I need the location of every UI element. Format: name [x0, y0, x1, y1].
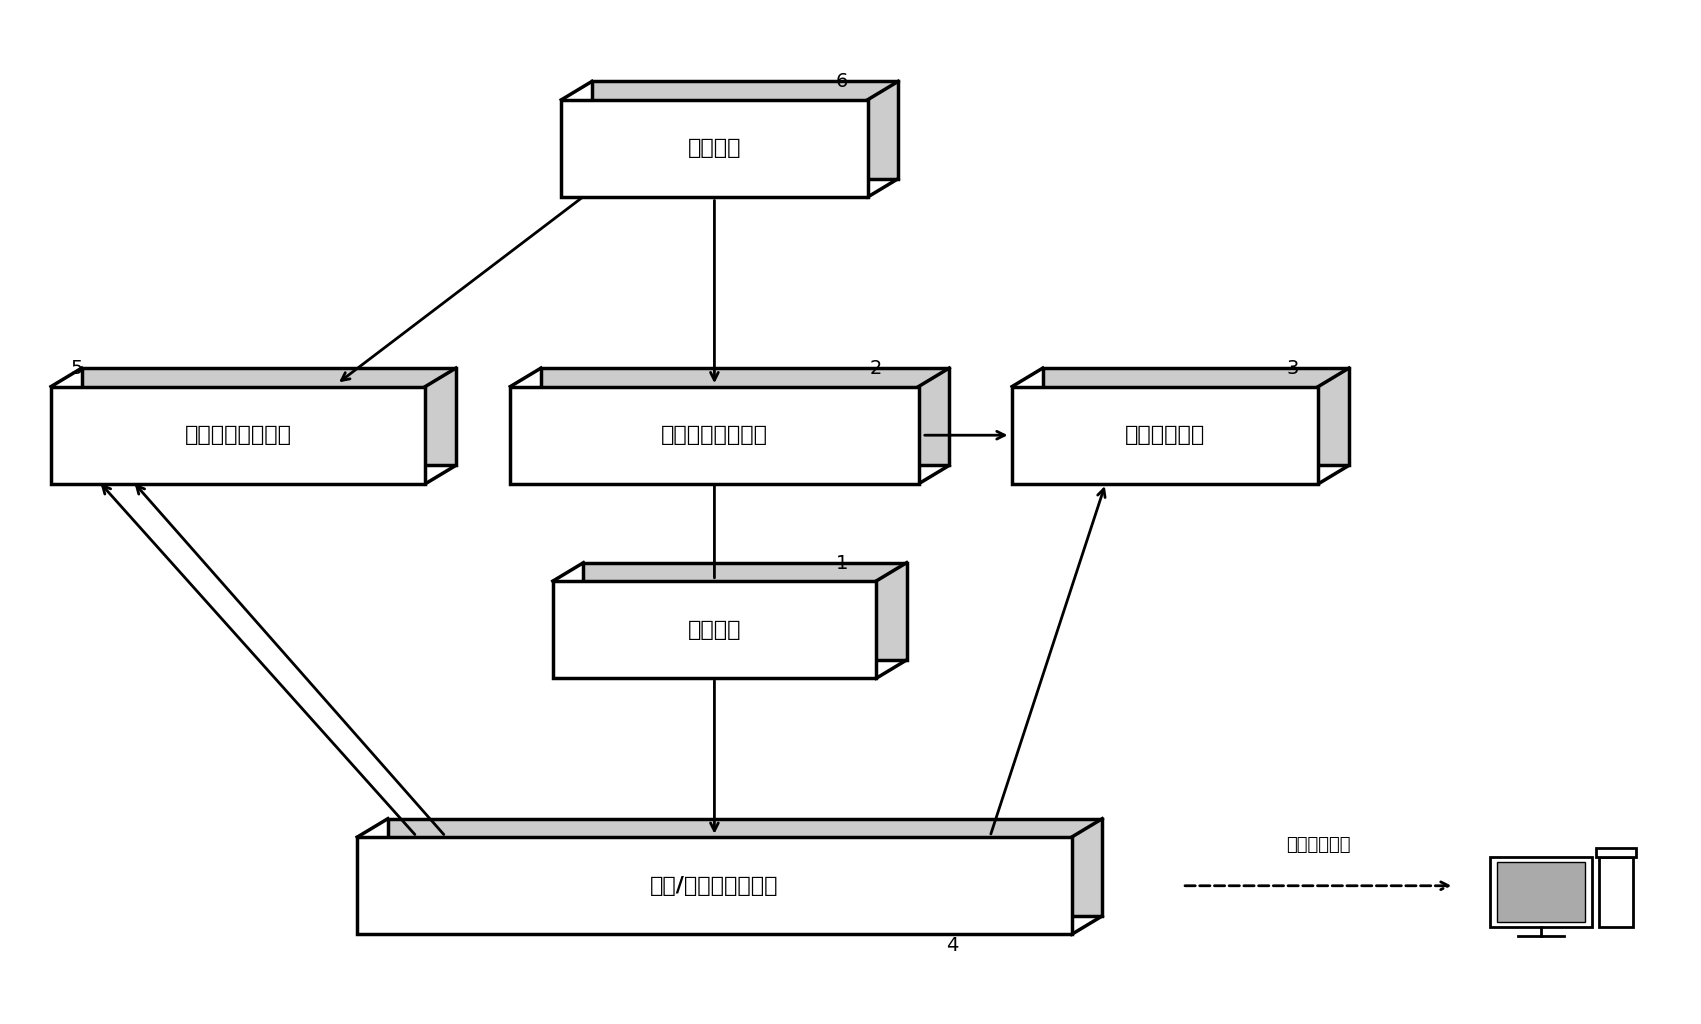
Text: 探针信号调理电路: 探针信号调理电路 [662, 425, 767, 445]
Bar [1497, 861, 1585, 923]
Text: 信号处理装置: 信号处理装置 [1124, 425, 1206, 445]
Bar [388, 819, 1102, 915]
Bar [357, 838, 1072, 934]
Text: 可采入计算机: 可采入计算机 [1286, 836, 1351, 854]
Bar [1490, 857, 1592, 927]
Text: 4: 4 [946, 936, 959, 954]
Bar [553, 582, 876, 678]
Bar [1599, 857, 1633, 927]
Bar [1596, 848, 1636, 857]
Text: 5: 5 [70, 359, 83, 378]
Bar [541, 369, 949, 465]
Bar [1012, 387, 1318, 484]
Bar [82, 369, 456, 465]
Text: 1: 1 [835, 554, 849, 572]
Bar [561, 100, 868, 197]
Text: 稳压电源: 稳压电源 [687, 620, 742, 640]
Text: 输入/输出及控制接口: 输入/输出及控制接口 [650, 876, 779, 896]
Bar [592, 82, 898, 178]
Bar [1043, 369, 1349, 465]
Text: 电导探针: 电导探针 [687, 138, 742, 159]
Text: 6: 6 [835, 73, 849, 91]
Text: 2: 2 [869, 359, 883, 378]
Text: 3: 3 [1286, 359, 1300, 378]
Bar [510, 387, 919, 484]
Bar [51, 387, 425, 484]
Text: 激励信号发生电路: 激励信号发生电路 [185, 425, 291, 445]
Bar [583, 563, 907, 659]
